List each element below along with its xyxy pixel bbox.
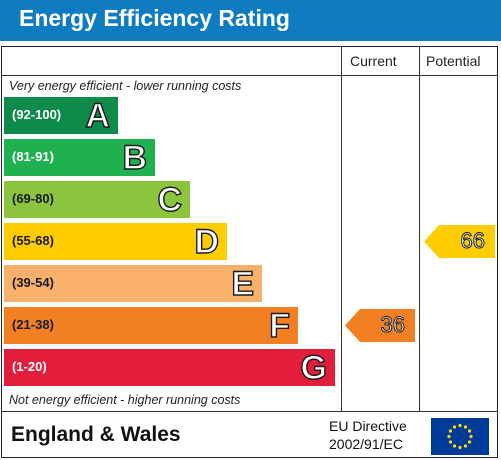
band-e: (39-54) E (4, 264, 262, 304)
star-icon (463, 425, 468, 429)
header-bar: Energy Efficiency Rating (0, 0, 501, 41)
band-range-label: (21-38) (12, 317, 54, 332)
divider-header (1, 75, 498, 76)
star-icon (452, 425, 457, 429)
star-icon (458, 445, 462, 450)
divider-footer (1, 411, 498, 412)
star-icon (467, 440, 472, 444)
column-current-label: Current (350, 53, 397, 69)
current-rating-arrow-value: 36 (380, 312, 406, 338)
star-icon (467, 429, 472, 433)
band-letter: F (269, 306, 291, 345)
band-g: (1-20) G (4, 348, 335, 388)
band-range-label: (39-54) (12, 275, 54, 290)
star-icon (469, 434, 473, 439)
rating-frame (1, 46, 498, 458)
band-a: (92-100) A (4, 96, 118, 136)
band-letter: E (231, 264, 255, 303)
caption-top: Very energy efficient - lower running co… (9, 79, 242, 93)
potential-rating-arrow-value: 66 (460, 228, 486, 254)
eu-directive-label: EU Directive 2002/91/EC (329, 417, 407, 453)
caption-bottom: Not energy efficient - higher running co… (9, 393, 241, 407)
star-icon (448, 440, 453, 444)
current-rating-arrow: 36 (345, 309, 415, 342)
band-c: (69-80) C (4, 180, 190, 220)
band-b: (81-91) B (4, 138, 155, 178)
column-potential-label: Potential (426, 53, 481, 69)
star-icon (458, 423, 462, 428)
band-letter: B (122, 138, 148, 177)
band-letter: D (194, 222, 220, 261)
eu-directive-line1: EU Directive (329, 418, 407, 434)
eu-directive-line2: 2002/91/EC (329, 436, 403, 452)
divider-current (341, 46, 342, 411)
band-range-label: (55-68) (12, 233, 54, 248)
band-range-label: (1-20) (12, 359, 47, 374)
region-label: England & Wales (11, 423, 181, 446)
divider-potential (419, 46, 420, 411)
star-icon (463, 444, 468, 448)
band-f: (21-38) F (4, 306, 298, 346)
band-range-label: (81-91) (12, 149, 54, 164)
band-range-label: (69-80) (12, 191, 54, 206)
star-icon (447, 434, 451, 439)
band-d: (55-68) D (4, 222, 227, 262)
star-icon (452, 444, 457, 448)
band-range-label: (92-100) (12, 107, 62, 122)
star-icon (448, 429, 453, 433)
band-letter: A (85, 96, 111, 135)
page-title: Energy Efficiency Rating (19, 5, 290, 31)
eu-flag-icon (431, 418, 489, 455)
band-letter: G (300, 348, 328, 387)
band-letter: C (157, 180, 183, 219)
potential-rating-arrow: 66 (424, 225, 495, 258)
